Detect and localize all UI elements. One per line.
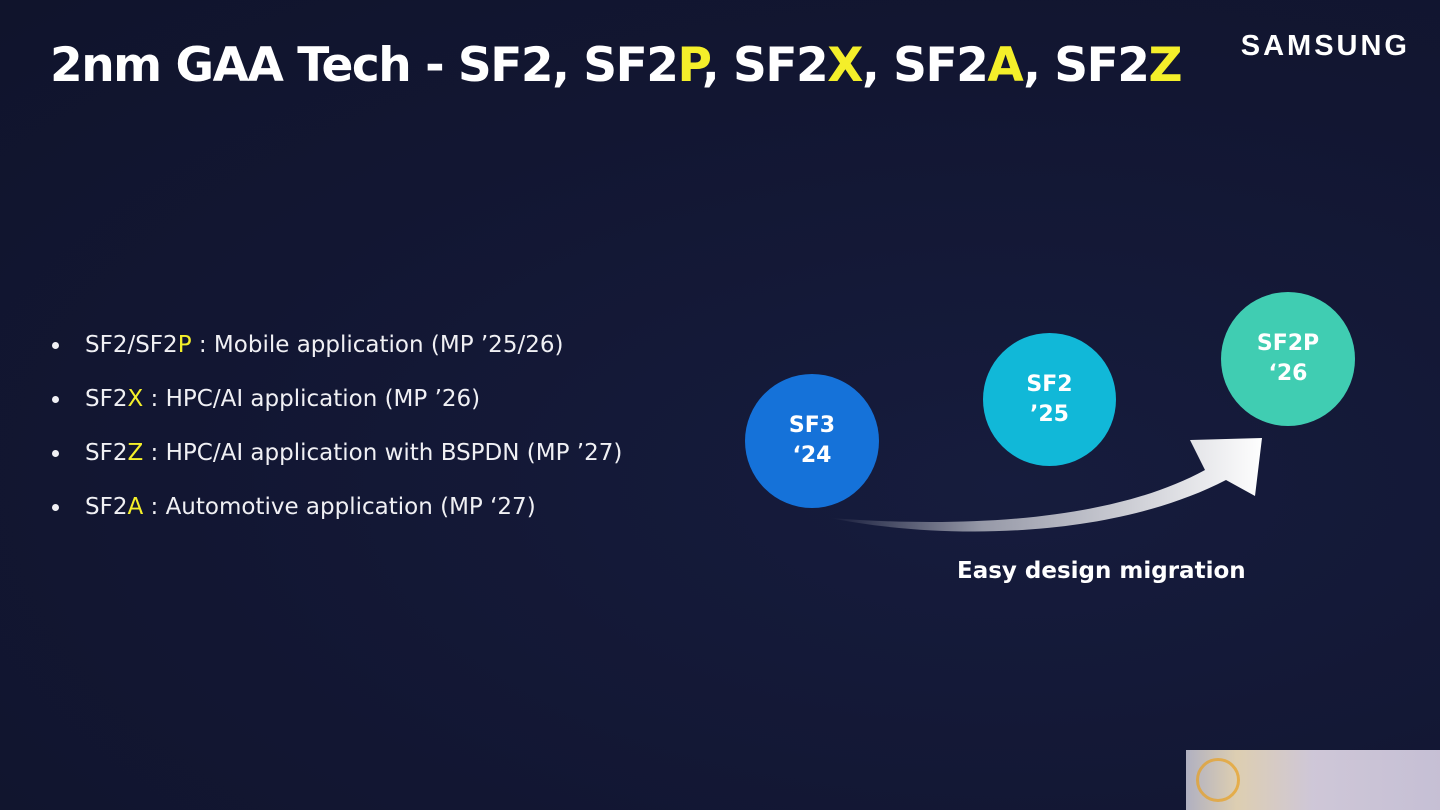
title-highlight-x: X: [827, 38, 863, 93]
node-sf3: SF3 ‘24: [745, 374, 879, 508]
watermark-logo-icon: [1196, 758, 1240, 802]
title-part-3: , SF2: [1023, 38, 1150, 93]
title-highlight-p: P: [677, 38, 703, 93]
bullet-code: SF2: [85, 440, 128, 466]
samsung-logo: SAMSUNG: [1240, 30, 1410, 62]
title-highlight-z: Z: [1148, 38, 1182, 93]
title-prefix: 2nm GAA Tech - SF2, SF2: [50, 38, 679, 93]
bullet-description: : HPC/AI application with BSPDN (MP ’27): [143, 440, 623, 466]
node-name: SF3: [788, 413, 836, 438]
bullet-description: : Mobile application (MP ’25/26): [191, 332, 564, 358]
bullet-code-highlight: A: [127, 494, 144, 520]
bullet-item: SF2 X : HPC/AI application (MP ’26): [50, 372, 622, 426]
bullet-code: SF2/SF2: [85, 332, 178, 358]
title-part-2: , SF2: [861, 38, 989, 93]
bullet-list: SF2/SF2 P : Mobile application (MP ’25/26…: [50, 318, 622, 534]
node-name: SF2: [1026, 371, 1073, 397]
node-year: ’25: [1030, 401, 1069, 427]
arrow-label: Easy design migration: [957, 558, 1246, 584]
title-part-1: , SF2: [701, 38, 829, 93]
node-sf2: SF2 ’25: [983, 333, 1116, 466]
node-name: SF2P: [1256, 331, 1320, 356]
bullet-code: SF2: [85, 386, 128, 412]
node-sf2p: SF2P ‘26: [1221, 292, 1355, 426]
bullet-item: SF2/SF2 P : Mobile application (MP ’25/26…: [50, 318, 622, 372]
bullet-dot-icon: [52, 449, 59, 457]
bullet-description: : Automotive application (MP ‘27): [143, 494, 536, 520]
bullet-dot-icon: [52, 341, 59, 349]
bullet-code-highlight: P: [177, 332, 192, 358]
bullet-dot-icon: [52, 503, 59, 511]
slide-title: 2nm GAA Tech - SF2, SF2P, SF2X, SF2A, SF…: [50, 38, 1183, 93]
title-highlight-a: A: [987, 38, 1024, 93]
bullet-code-highlight: Z: [127, 440, 144, 466]
bullet-description: : HPC/AI application (MP ’26): [143, 386, 481, 412]
node-year: ‘24: [792, 443, 832, 468]
bullet-dot-icon: [52, 395, 59, 403]
bullet-code-highlight: X: [127, 386, 144, 412]
bullet-item: SF2 A : Automotive application (MP ‘27): [50, 480, 622, 534]
bullet-code: SF2: [85, 494, 128, 520]
bullet-item: SF2 Z : HPC/AI application with BSPDN (MP…: [50, 426, 622, 480]
node-year: ‘26: [1268, 361, 1308, 386]
